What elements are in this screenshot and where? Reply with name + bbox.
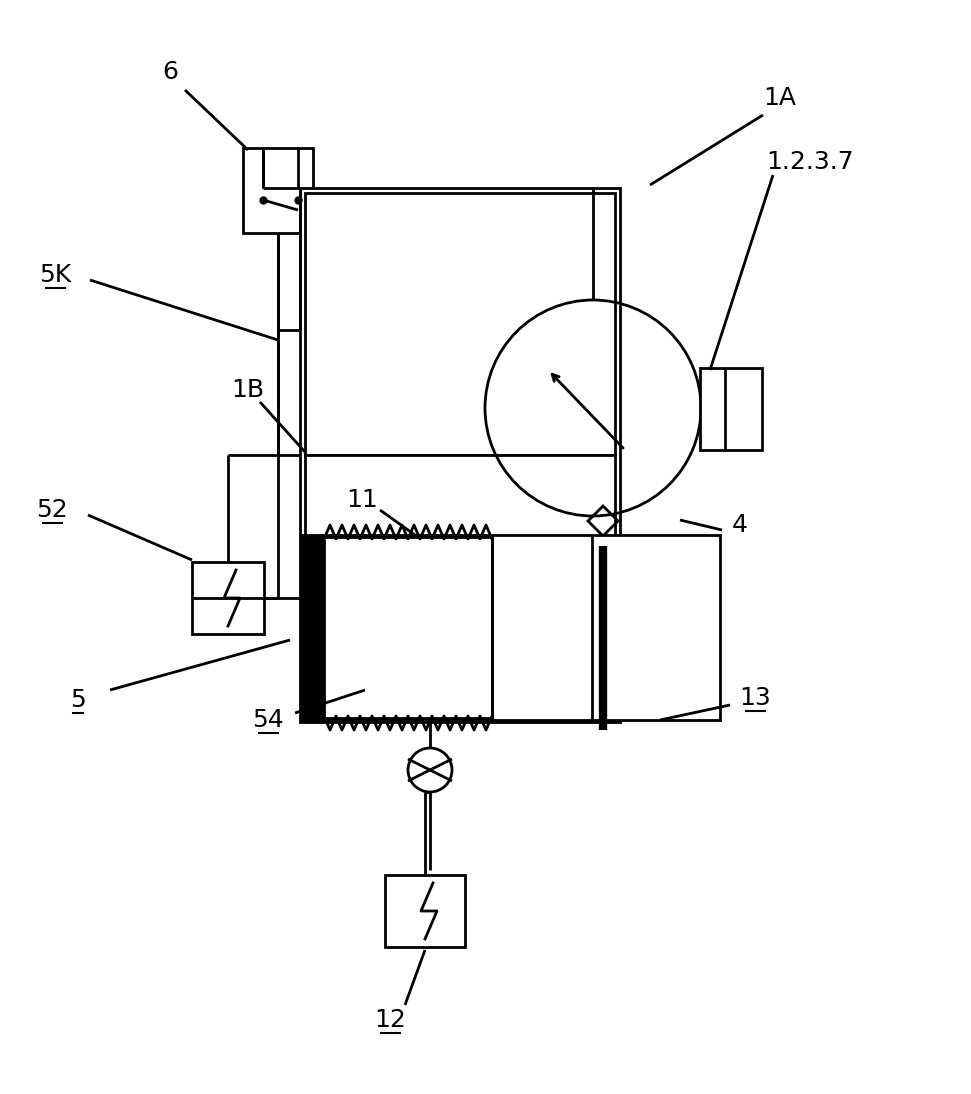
Text: 1.2.3.7: 1.2.3.7 xyxy=(766,150,854,174)
Bar xyxy=(324,537,492,718)
Bar xyxy=(192,562,264,635)
Bar xyxy=(302,537,324,718)
Text: 4: 4 xyxy=(732,513,748,537)
Text: 1A: 1A xyxy=(763,86,796,110)
Bar xyxy=(700,368,762,450)
Text: 52: 52 xyxy=(36,498,68,522)
Text: 5K: 5K xyxy=(39,263,71,287)
Text: 13: 13 xyxy=(739,686,771,710)
Text: 1B: 1B xyxy=(231,379,264,401)
Text: 5: 5 xyxy=(70,688,85,712)
Bar xyxy=(385,875,465,947)
Bar xyxy=(305,455,615,717)
Text: 12: 12 xyxy=(374,1008,406,1032)
Bar xyxy=(302,535,720,720)
Bar xyxy=(300,188,620,722)
Text: 6: 6 xyxy=(162,60,178,84)
Bar xyxy=(243,148,313,233)
Text: 11: 11 xyxy=(346,488,378,512)
Bar xyxy=(305,193,615,455)
Text: 54: 54 xyxy=(252,708,284,732)
